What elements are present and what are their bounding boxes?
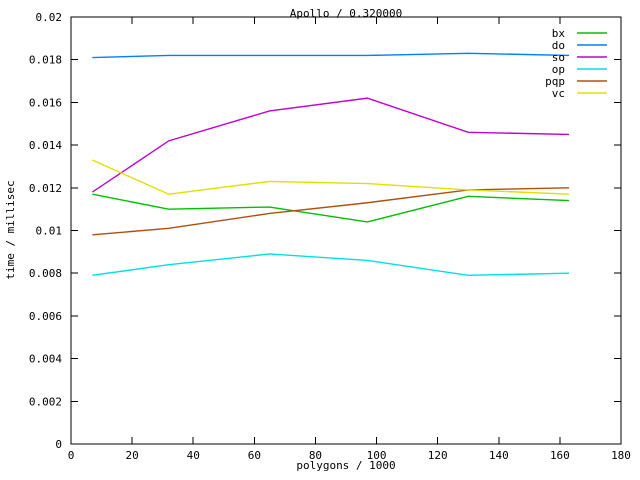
y-tick-label: 0.002	[29, 395, 62, 408]
legend-label-bx: bx	[552, 27, 566, 40]
legend-label-do: do	[552, 39, 565, 52]
series-line-do	[92, 52, 570, 59]
series-line-pqp	[92, 187, 570, 236]
y-tick-label: 0.01	[36, 225, 63, 238]
series-line-op	[92, 253, 570, 277]
y-tick-label: 0.006	[29, 310, 62, 323]
x-tick-label: 160	[550, 449, 570, 462]
x-tick-label: 0	[68, 449, 75, 462]
legend-label-pqp: pqp	[545, 75, 565, 88]
y-tick-label: 0	[55, 438, 62, 451]
y-tick-label: 0.004	[29, 353, 62, 366]
legend-label-op: op	[552, 63, 565, 76]
x-tick-label: 100	[367, 449, 387, 462]
x-tick-label: 40	[187, 449, 200, 462]
x-tick-label: 120	[428, 449, 448, 462]
y-tick-label: 0.016	[29, 96, 62, 109]
x-tick-label: 180	[611, 449, 631, 462]
series-line-so	[91, 97, 570, 193]
x-tick-label: 20	[125, 449, 138, 462]
x-tick-label: 80	[309, 449, 322, 462]
x-tick-label: 60	[248, 449, 261, 462]
series-line-bx	[92, 193, 570, 223]
legend-label-vc: vc	[552, 87, 565, 100]
y-tick-label: 0.014	[29, 139, 62, 152]
y-tick-label: 0.008	[29, 267, 62, 280]
legend-label-so: so	[552, 51, 565, 64]
plot-border	[70, 16, 622, 445]
series-line-vc	[92, 159, 570, 195]
y-tick-label: 0.02	[36, 11, 63, 24]
y-tick-label: 0.018	[29, 54, 62, 67]
y-tick-label: 0.012	[29, 182, 62, 195]
x-axis-title: polygons / 1000	[296, 459, 396, 472]
x-tick-label: 140	[489, 449, 509, 462]
